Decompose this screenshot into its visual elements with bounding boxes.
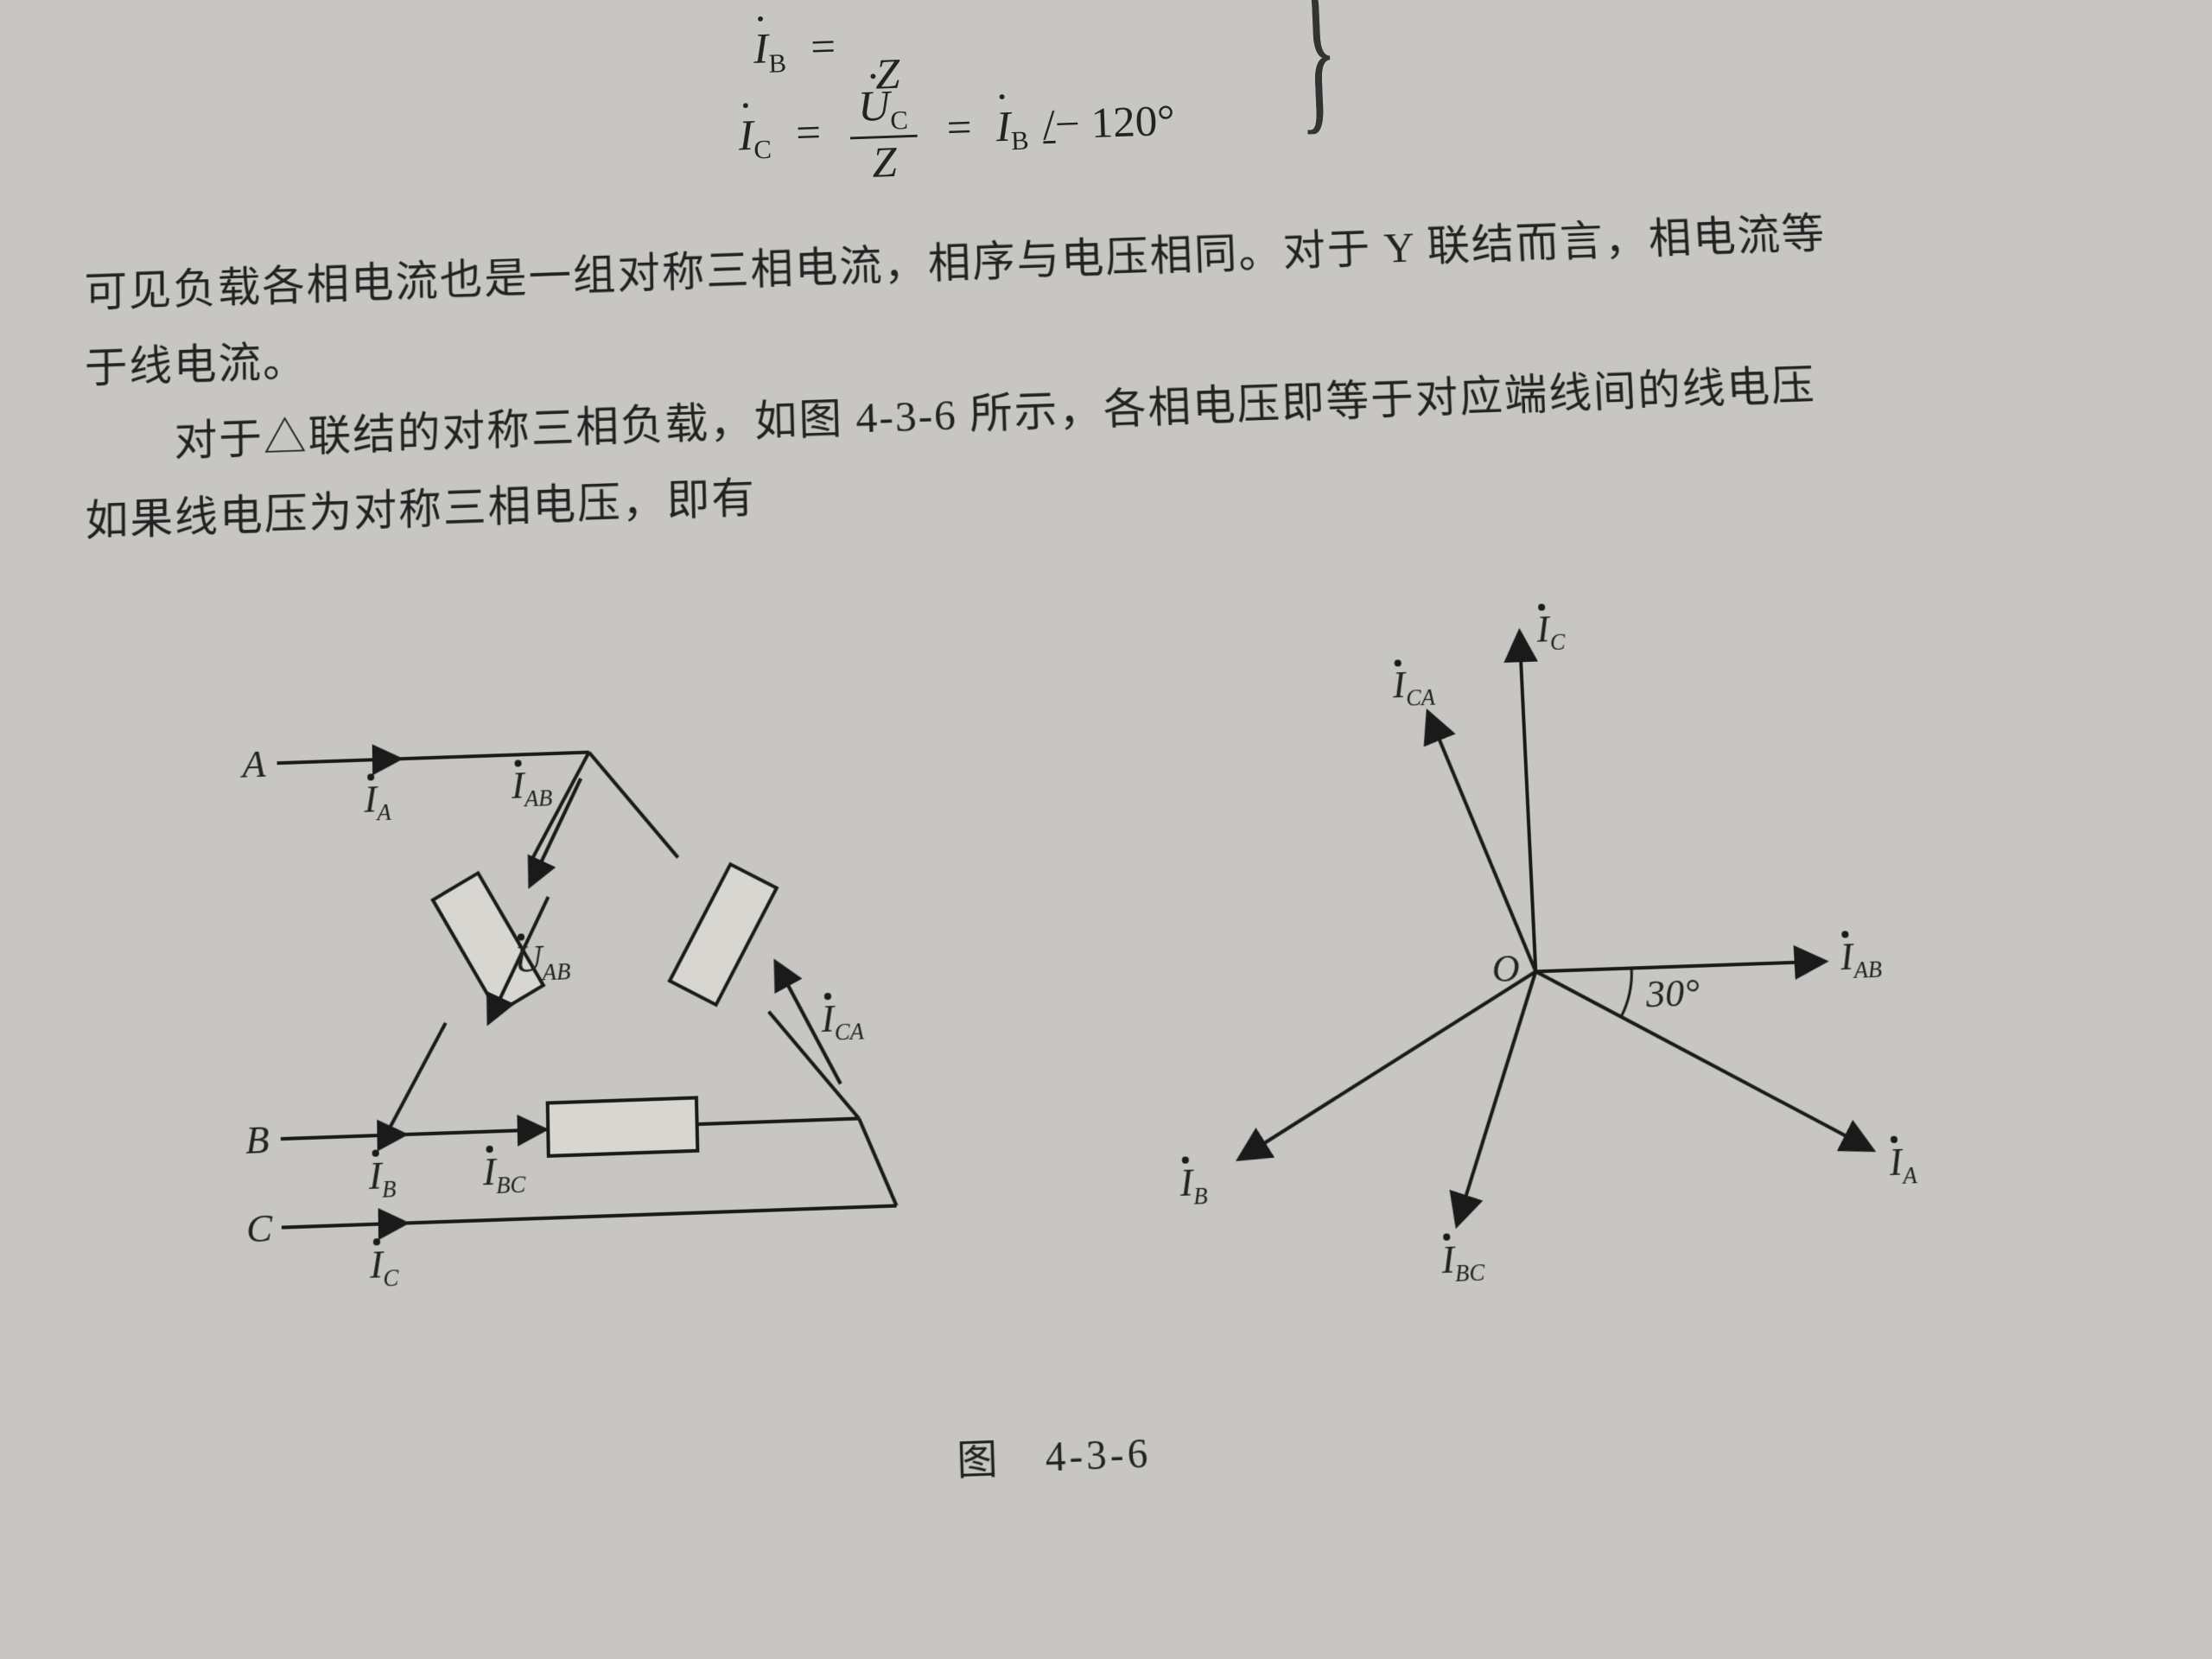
label-UAB: UAB <box>514 937 571 986</box>
figure-4-3-6: A BC IA IB IC IAB IBC ICA UAB IAB IA IBC IB ICA IC O 30… <box>103 570 2159 1502</box>
phasor-label-IAB: IAB <box>1838 935 1883 984</box>
equation-ic: IC = UC Z = IB /− 120° <box>738 72 1178 193</box>
label-IBC: IBC <box>482 1149 527 1199</box>
terminal-B: B <box>245 1119 270 1163</box>
delta-circuit-diagram: A BC IA IB IC IAB IBC ICA UAB <box>103 607 1078 1431</box>
label-IB: IB <box>368 1154 397 1203</box>
label-IC: IC <box>369 1243 399 1292</box>
phasor-label-IA: IA <box>1887 1140 1919 1189</box>
label-IAB: IAB <box>511 764 553 812</box>
paragraph-1: 可见负载各相电流也是一组对称三相电流，相序与电压相同。对于 Y 联结而言，相电流… <box>84 200 1827 327</box>
phasor-label-IB: IB <box>1179 1160 1208 1210</box>
terminal-C: C <box>246 1207 273 1251</box>
equation-group-brace: } <box>1292 0 1341 154</box>
phasor-origin-label: O <box>1491 947 1521 990</box>
paragraph-4: 如果线电压为对称三相电压，即有 <box>85 464 757 556</box>
eq-ic-sub: C <box>753 135 772 164</box>
label-IA: IA <box>363 778 392 826</box>
label-ICA: ICA <box>820 996 865 1046</box>
paragraph-3: 对于△联结的对称三相负载，如图 4-3-6 所示，各相电压即等于对应端线间的线电… <box>85 351 1818 478</box>
eq-ic-num-sub: C <box>890 105 908 135</box>
terminal-A: A <box>239 743 266 786</box>
textbook-page: IB = X Z IC = UC Z = IB /− 120° } 可见负载各相… <box>0 0 2212 1659</box>
eq-ic-angle: − 120° <box>1054 98 1176 149</box>
figure-caption: 图 4-3-6 <box>956 1421 1152 1487</box>
eq-ib-sub: B <box>768 48 786 78</box>
phasor-label-ICA: ICA <box>1391 664 1437 712</box>
phasor-label-IBC: IBC <box>1440 1237 1485 1287</box>
phasor-angle-label: 30° <box>1644 971 1701 1015</box>
phasor-diagram: IAB IA IBC IB ICA IC O 30° <box>1067 503 2156 1414</box>
paragraph-2: 于线电流。 <box>85 327 308 403</box>
eq-ic-rhs-sub: B <box>1011 126 1030 156</box>
phasor-label-IC: IC <box>1535 607 1566 655</box>
eq-ic-denom: Z <box>863 138 906 189</box>
